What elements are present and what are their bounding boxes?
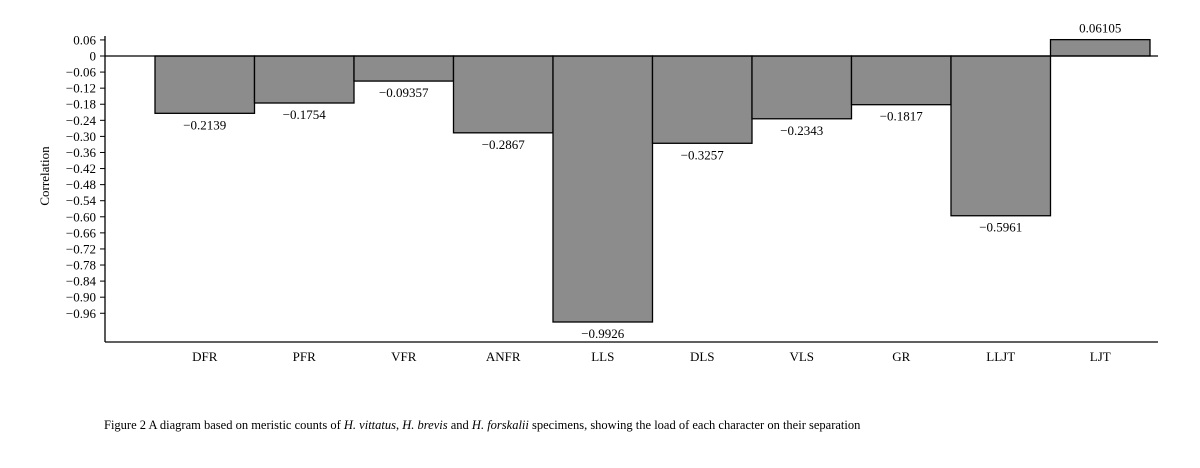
value-label: −0.9926 [581, 326, 625, 341]
caption-species-3: H. forskalii [471, 418, 529, 432]
y-tick-label: −0.24 [66, 113, 97, 128]
value-label: −0.1754 [283, 107, 327, 122]
bar-lljt [950, 55, 1052, 217]
y-tick-label: −0.12 [66, 81, 96, 96]
y-tick-label: 0 [90, 49, 97, 64]
y-tick-label: −0.06 [66, 65, 97, 80]
bar-anfr [452, 55, 554, 134]
value-label: −0.1817 [880, 109, 924, 124]
bar-vls [751, 55, 853, 120]
bars [105, 38, 1158, 323]
y-tick-label: −0.84 [66, 274, 97, 289]
bar-vfr [353, 55, 455, 82]
caption-prefix: Figure 2 A diagram based on meristic cou… [104, 418, 344, 432]
bar-pfr [253, 55, 355, 104]
value-label: −0.2139 [183, 117, 226, 132]
bar-dfr [154, 55, 256, 114]
y-tick-label: −0.36 [66, 145, 97, 160]
bar-dls [651, 55, 753, 144]
value-label: −0.2867 [482, 137, 526, 152]
value-label: −0.2343 [780, 123, 823, 138]
x-tick-label: VFR [391, 349, 417, 364]
x-tick-label: VLS [789, 349, 814, 364]
caption-species-1: H. vittatus [343, 418, 396, 432]
y-tick-label: −0.90 [66, 290, 96, 305]
caption-species-2: H. brevis [402, 418, 448, 432]
x-tick-label: LJT [1090, 349, 1111, 364]
y-axis-label: Correlation [37, 146, 52, 206]
y-tick-label: −0.42 [66, 161, 96, 176]
caption-sep-2: and [447, 418, 472, 432]
x-tick-label: ANFR [486, 349, 521, 364]
y-tick-label: −0.66 [66, 225, 97, 240]
x-tick-label: PFR [293, 349, 316, 364]
x-tick-label: GR [892, 349, 910, 364]
y-tick-label: −0.96 [66, 306, 97, 321]
value-label: −0.5961 [979, 220, 1022, 235]
bar-chart: 0.06 0−0.06−0.12−0.18−0.24−0.30−0.36−0.42… [37, 21, 1158, 364]
value-labels: −0.2139 −0.1754 −0.09357 −0.2867 −0.9926 −0.3… [183, 21, 1121, 341]
bar-gr [850, 55, 952, 106]
y-axis: 0.06 0−0.06−0.12−0.18−0.24−0.30−0.36−0.42… [66, 32, 1158, 343]
bar-lls [552, 55, 654, 323]
figure-caption: Figure 2 A diagram based on meristic cou… [104, 418, 860, 433]
value-label: −0.09357 [379, 85, 429, 100]
caption-suffix: specimens, showing the load of each char… [528, 418, 861, 432]
y-tick-label: −0.54 [66, 193, 97, 208]
x-tick-label: LLS [591, 349, 614, 364]
x-tick-label: DFR [192, 349, 218, 364]
value-label: −0.3257 [681, 147, 725, 162]
caption-sep-1: , [395, 418, 403, 432]
x-tick-label: DLS [690, 349, 715, 364]
x-axis-labels: DFR PFR VFR ANFR LLS DLS VLS GR LLJT LJT [192, 349, 1111, 364]
y-tick-label: −0.78 [66, 258, 96, 273]
y-tick-label: −0.18 [66, 97, 96, 112]
x-tick-label: LLJT [986, 349, 1015, 364]
value-label: 0.06105 [1079, 21, 1121, 36]
bar-ljt [1049, 38, 1151, 57]
y-tick-label: 0.06 [73, 32, 96, 47]
y-tick-label: −0.60 [66, 209, 96, 224]
y-tick-label: −0.30 [66, 129, 96, 144]
y-tick-label: −0.48 [66, 177, 96, 192]
y-tick-label: −0.72 [66, 241, 96, 256]
